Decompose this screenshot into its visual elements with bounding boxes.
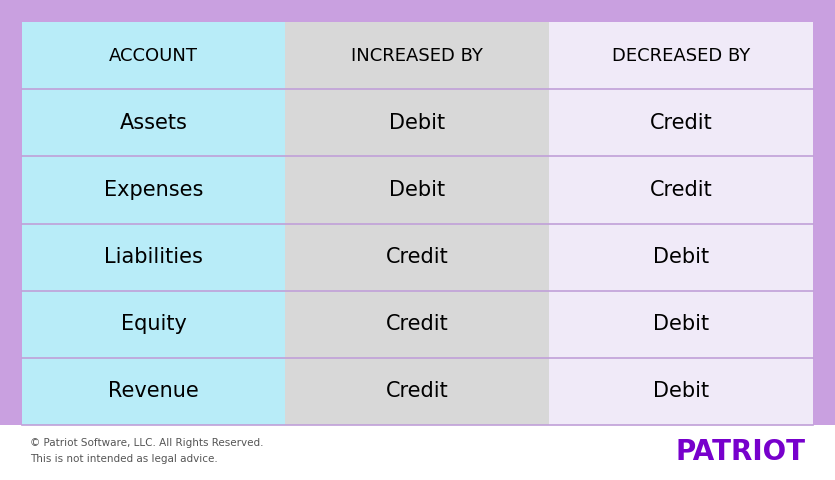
Text: © Patriot Software, LLC. All Rights Reserved.: © Patriot Software, LLC. All Rights Rese…	[30, 438, 264, 448]
Text: Expenses: Expenses	[104, 180, 204, 200]
Text: Credit: Credit	[386, 314, 448, 334]
Text: Equity: Equity	[121, 314, 187, 334]
Text: Revenue: Revenue	[109, 382, 199, 401]
Text: DECREASED BY: DECREASED BY	[612, 47, 750, 65]
Text: This is not intended as legal advice.: This is not intended as legal advice.	[30, 454, 218, 464]
Text: Assets: Assets	[119, 113, 188, 133]
Bar	[549, 22, 813, 425]
Text: Debit: Debit	[389, 113, 445, 133]
Bar	[22, 22, 286, 425]
Text: Debit: Debit	[653, 247, 709, 267]
Text: INCREASED BY: INCREASED BY	[352, 47, 483, 65]
Text: Debit: Debit	[389, 180, 445, 200]
Bar	[22, 22, 813, 425]
Text: Debit: Debit	[653, 382, 709, 401]
Text: Debit: Debit	[653, 314, 709, 334]
Text: Credit: Credit	[650, 113, 712, 133]
Text: Credit: Credit	[386, 382, 448, 401]
Text: ACCOUNT: ACCOUNT	[109, 47, 198, 65]
Text: PATRIOT: PATRIOT	[675, 439, 805, 467]
Bar	[0, 425, 835, 480]
Bar	[286, 22, 549, 425]
Text: Liabilities: Liabilities	[104, 247, 203, 267]
Text: Credit: Credit	[650, 180, 712, 200]
Text: Credit: Credit	[386, 247, 448, 267]
